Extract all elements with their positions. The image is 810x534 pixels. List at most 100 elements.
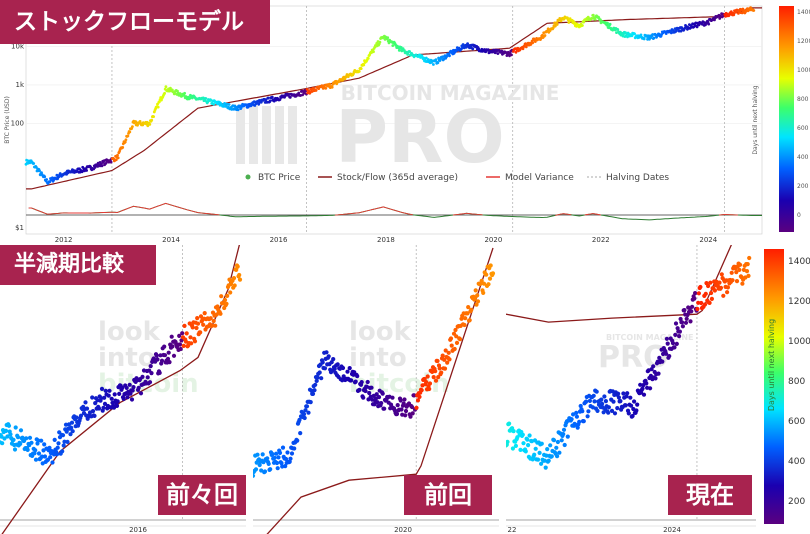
btc-price-point	[177, 342, 183, 347]
btc-price-point	[29, 440, 34, 445]
btc-price-point	[314, 89, 318, 92]
btc-price-point	[486, 48, 490, 51]
btc-price-point	[301, 412, 307, 417]
btc-price-point	[65, 439, 70, 444]
btc-price-point	[514, 50, 518, 54]
btc-price-point	[48, 455, 53, 460]
btc-price-point	[578, 403, 583, 409]
btc-price-point	[747, 255, 752, 261]
btc-price-point	[526, 443, 531, 448]
btc-price-point	[326, 354, 331, 359]
btc-price-point	[521, 441, 526, 446]
btc-price-point	[148, 364, 153, 369]
btc-price-point	[32, 162, 36, 165]
btc-price-point	[422, 56, 426, 60]
btc-price-point	[466, 305, 471, 310]
btc-price-point	[138, 391, 144, 396]
btc-price-point	[437, 366, 442, 371]
btc-price-point	[611, 399, 616, 404]
btc-price-point	[340, 365, 346, 371]
btc-price-point	[746, 273, 751, 278]
btc-price-point	[117, 391, 122, 396]
btc-price-point	[6, 423, 12, 428]
btc-price-point	[603, 399, 608, 404]
btc-price-point	[465, 311, 470, 316]
colorbar-tick-label: 200	[797, 183, 809, 190]
btc-price-point	[349, 378, 354, 383]
btc-price-point	[463, 316, 468, 321]
btc-price-point	[521, 47, 525, 51]
btc-price-point	[115, 399, 120, 404]
y-tick-label: 100	[11, 119, 24, 127]
btc-price-point	[667, 354, 672, 359]
btc-price-point	[275, 466, 280, 471]
btc-price-point	[665, 341, 670, 346]
btc-price-point	[584, 399, 589, 404]
btc-price-point	[202, 311, 207, 316]
btc-price-point	[131, 125, 134, 128]
btc-price-point	[639, 33, 643, 37]
y-axis-label: BTC Price (USD)	[4, 96, 11, 144]
btc-price-point	[78, 413, 84, 418]
btc-price-point	[486, 282, 491, 287]
btc-price-point	[374, 392, 379, 397]
btc-price-point	[90, 409, 96, 414]
btc-price-point	[177, 333, 182, 338]
btc-price-point	[507, 421, 512, 426]
btc-price-point	[70, 429, 75, 434]
btc-price-point	[372, 50, 375, 54]
btc-price-point	[189, 341, 194, 346]
btc-price-point	[345, 369, 350, 374]
btc-price-point	[357, 70, 361, 73]
btc-price-point	[403, 408, 409, 414]
btc-price-point	[372, 402, 377, 407]
btc-price-point	[157, 370, 162, 375]
btc-price-point	[532, 452, 537, 457]
btc-price-point	[709, 290, 714, 296]
btc-price-point	[170, 344, 175, 349]
btc-price-point	[745, 262, 750, 267]
btc-price-point	[355, 374, 360, 379]
btc-price-point	[721, 293, 726, 298]
btc-price-point	[114, 158, 118, 162]
watermark-logo-bar	[236, 106, 245, 164]
btc-price-point	[363, 388, 368, 394]
btc-price-point	[180, 331, 185, 336]
btc-price-point	[673, 321, 679, 326]
colorbar-label: Days until next halving	[767, 319, 776, 411]
btc-price-point	[531, 41, 535, 45]
btc-price-point	[431, 375, 436, 380]
btc-price-point	[308, 400, 313, 405]
btc-price-point	[253, 467, 259, 472]
btc-price-point	[99, 386, 105, 391]
watermark-logo-bar	[249, 106, 258, 164]
btc-price-point	[595, 408, 600, 413]
btc-price-point	[262, 469, 268, 474]
x-tick-label: 2024	[663, 526, 681, 534]
btc-price-point	[375, 400, 380, 405]
btc-price-point	[129, 397, 135, 402]
btc-price-point	[279, 461, 284, 466]
btc-price-point	[213, 323, 218, 328]
btc-price-point	[652, 36, 656, 40]
btc-price-point	[506, 439, 510, 444]
x-tick-label: 2022	[592, 236, 610, 242]
btc-price-point	[624, 394, 629, 399]
btc-price-point	[719, 272, 724, 277]
btc-price-point	[116, 156, 120, 160]
colorbar-tick-label: 800	[797, 96, 809, 103]
btc-price-point	[366, 57, 370, 60]
btc-price-point	[703, 291, 708, 296]
btc-price-point	[642, 37, 646, 41]
btc-price-point	[403, 413, 408, 418]
btc-price-point	[555, 439, 560, 445]
btc-price-point	[36, 451, 42, 456]
btc-price-point	[102, 401, 108, 406]
btc-price-point	[195, 316, 200, 321]
btc-price-point	[443, 348, 448, 353]
btc-price-point	[664, 336, 669, 341]
btc-price-point	[12, 447, 18, 452]
btc-price-point	[591, 13, 595, 17]
btc-price-point	[274, 451, 279, 456]
